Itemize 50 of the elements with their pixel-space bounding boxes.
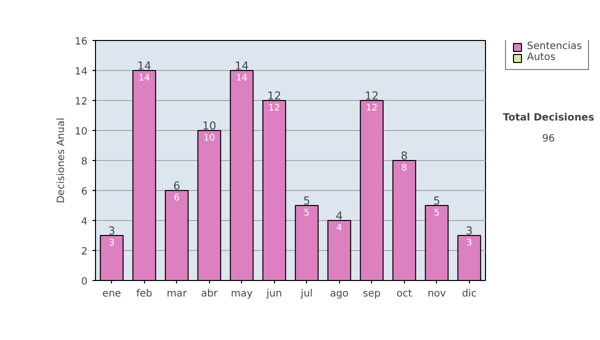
data-label: 6 (174, 194, 180, 204)
text: 96 (542, 134, 555, 144)
x-tick-label: oct (396, 288, 412, 300)
text: Total Decisiones (502, 112, 594, 124)
total-label: 14 (234, 60, 249, 72)
total-label: 14 (137, 60, 152, 72)
data-label: 5 (434, 208, 440, 218)
legend-label: Sentencias (527, 41, 582, 52)
data-label: 12 (268, 104, 280, 114)
x-tick-label: dic (462, 288, 477, 300)
total-label: 8 (400, 150, 408, 162)
data-label: 14 (236, 74, 248, 84)
x-tick-label: nov (428, 288, 446, 300)
data-label: 3 (108, 238, 115, 248)
y-tick-label: 16 (74, 36, 88, 48)
total-label: 12 (364, 90, 379, 102)
y-tick-label: 8 (81, 156, 88, 168)
total-label: 3 (466, 224, 473, 238)
x-tick-label: ago (330, 288, 349, 300)
x-tick-label: jul (300, 288, 313, 300)
total-label: 4 (336, 210, 343, 222)
x-tick-label: jun (266, 288, 282, 300)
x-tick-label: abr (200, 288, 218, 300)
data-label: 10 (204, 134, 216, 144)
y-tick-label: 4 (81, 216, 88, 228)
data-label: 4 (336, 224, 342, 234)
x-tick-label: feb (136, 288, 152, 300)
y-axis-title: Decisiones Anual (56, 118, 67, 204)
y-tick-label: 6 (81, 186, 88, 198)
y-tick-label: 12 (74, 96, 88, 108)
data-label: 8 (401, 164, 408, 174)
data-label: 14 (138, 74, 150, 84)
total-label: 5 (433, 194, 440, 208)
x-tick-label: ene (102, 288, 122, 300)
data-label: 3 (466, 238, 472, 248)
data-label: 12 (366, 104, 378, 114)
y-tick-label: 2 (81, 246, 88, 258)
legend-label: Autos (527, 52, 556, 63)
total-label: 3 (108, 224, 116, 238)
y-tick-label: 14 (74, 66, 88, 78)
data-label: 5 (304, 208, 310, 218)
y-tick-label: 0 (81, 276, 88, 288)
total-label: 5 (303, 194, 310, 208)
y-tick-label: 10 (74, 126, 88, 138)
total-label: 6 (173, 180, 180, 192)
total-label: 12 (267, 90, 282, 102)
x-tick-label: mar (166, 288, 188, 300)
x-tick-label: sep (362, 288, 381, 300)
x-tick-label: may (230, 288, 253, 300)
total-label: 10 (202, 120, 216, 132)
